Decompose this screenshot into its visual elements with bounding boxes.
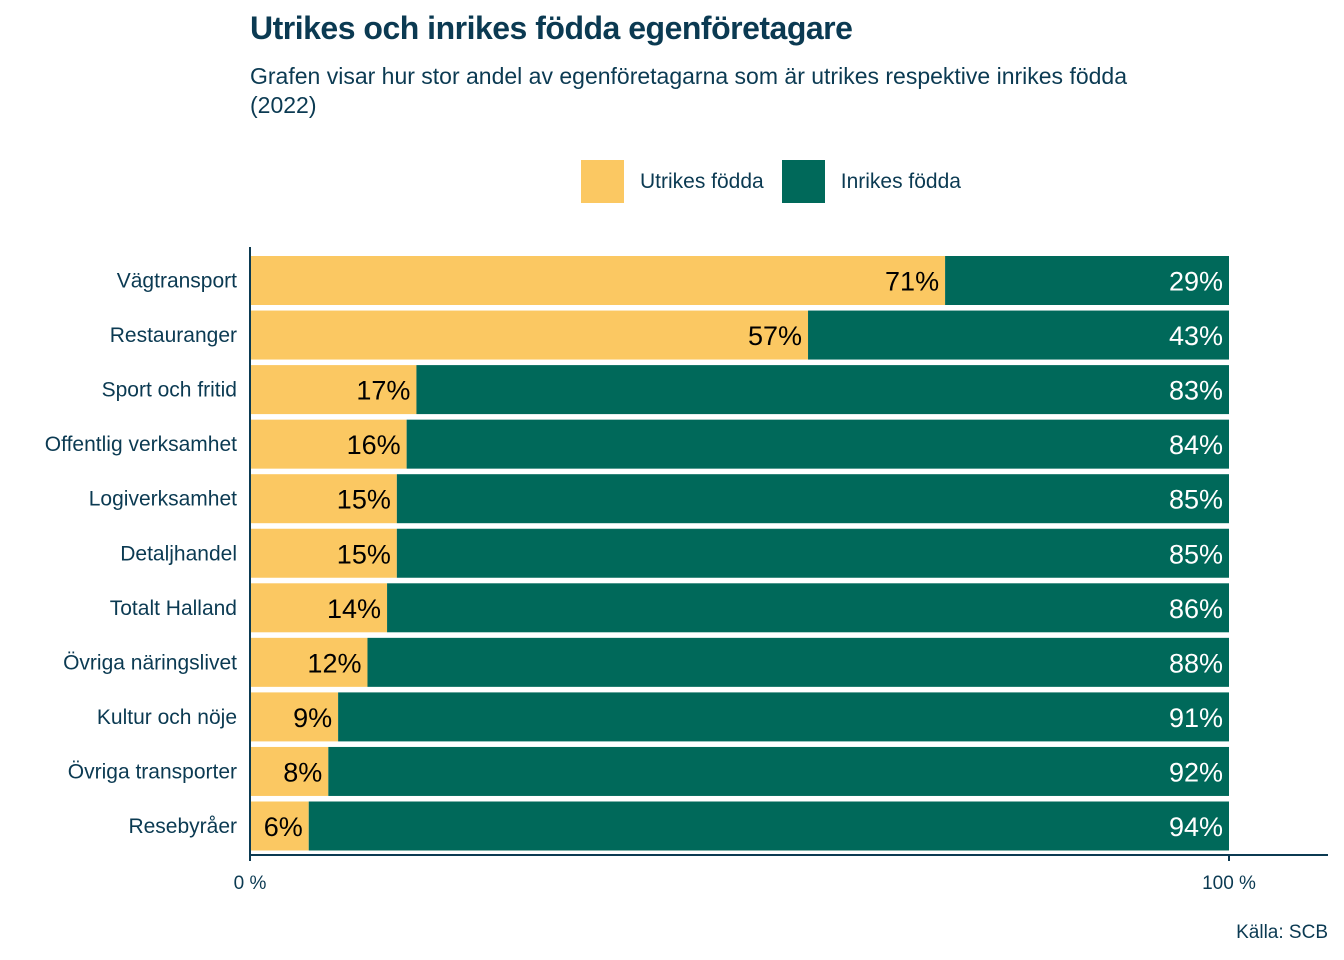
category-label: Övriga transporter bbox=[68, 760, 237, 783]
data-label-utrikes: 14% bbox=[327, 594, 381, 624]
bar-inrikes bbox=[367, 637, 1230, 687]
bar-utrikes bbox=[250, 419, 407, 469]
data-label-utrikes: 15% bbox=[337, 539, 391, 569]
category-label: Vägtransport bbox=[117, 270, 237, 293]
bar-utrikes bbox=[250, 365, 417, 415]
bar-utrikes bbox=[250, 801, 309, 851]
bar-utrikes bbox=[250, 583, 388, 633]
bar-utrikes bbox=[250, 746, 329, 796]
x-tick-label: 0 % bbox=[234, 873, 267, 894]
category-label: Totalt Halland bbox=[110, 597, 237, 620]
category-label: Restauranger bbox=[110, 324, 237, 347]
bar-utrikes bbox=[250, 310, 809, 360]
data-label-utrikes: 71% bbox=[885, 267, 939, 297]
data-label-utrikes: 8% bbox=[283, 757, 322, 787]
bar-utrikes bbox=[250, 637, 368, 687]
legend: Utrikes födda Inrikes födda bbox=[581, 160, 979, 203]
legend-swatch-utrikes bbox=[581, 160, 624, 203]
bar-utrikes bbox=[250, 256, 946, 305]
data-label-inrikes: 85% bbox=[1169, 539, 1223, 569]
source-note: Källa: SCB bbox=[1236, 922, 1328, 943]
data-label-utrikes: 12% bbox=[307, 648, 361, 678]
category-label: Logiverksamhet bbox=[89, 488, 237, 511]
bar-inrikes bbox=[338, 692, 1229, 742]
bar-inrikes bbox=[416, 365, 1229, 415]
x-tick-label: 100 % bbox=[1202, 873, 1256, 894]
data-label-inrikes: 29% bbox=[1169, 267, 1223, 297]
data-label-inrikes: 86% bbox=[1169, 594, 1223, 624]
legend-swatch-inrikes bbox=[781, 160, 825, 203]
category-label: Sport och fritid bbox=[102, 379, 237, 402]
data-label-utrikes: 15% bbox=[337, 485, 391, 515]
bar-inrikes bbox=[406, 419, 1229, 469]
legend-item-utrikes: Utrikes födda bbox=[581, 160, 764, 203]
category-label: Övriga näringslivet bbox=[63, 651, 237, 674]
bar-inrikes bbox=[308, 801, 1229, 851]
legend-item-inrikes: Inrikes födda bbox=[781, 160, 961, 203]
data-label-utrikes: 17% bbox=[356, 376, 410, 406]
bar-inrikes bbox=[396, 528, 1230, 578]
data-label-inrikes: 84% bbox=[1169, 430, 1223, 460]
data-label-utrikes: 9% bbox=[293, 703, 332, 733]
data-label-inrikes: 94% bbox=[1169, 812, 1223, 842]
data-label-utrikes: 16% bbox=[347, 430, 401, 460]
bar-utrikes bbox=[250, 474, 397, 524]
bar-inrikes bbox=[396, 474, 1230, 524]
legend-label-utrikes: Utrikes födda bbox=[640, 169, 764, 193]
category-label: Kultur och nöje bbox=[97, 706, 237, 729]
data-label-utrikes: 57% bbox=[748, 321, 802, 351]
data-label-inrikes: 92% bbox=[1169, 757, 1223, 787]
bar-utrikes bbox=[250, 692, 339, 742]
data-label-inrikes: 85% bbox=[1169, 485, 1223, 515]
category-label: Detaljhandel bbox=[120, 542, 237, 565]
bar-utrikes bbox=[250, 528, 397, 578]
data-label-inrikes: 88% bbox=[1169, 648, 1223, 678]
bar-inrikes bbox=[387, 583, 1229, 633]
data-label-inrikes: 91% bbox=[1169, 703, 1223, 733]
chart-subtitle: Grafen visar hur stor andel av egenföret… bbox=[250, 63, 1127, 118]
bar-inrikes bbox=[808, 310, 1229, 360]
bar-inrikes bbox=[328, 746, 1229, 796]
data-label-inrikes: 43% bbox=[1169, 321, 1223, 351]
category-label: Offentlig verksamhet bbox=[45, 433, 237, 456]
chart-title: Utrikes och inrikes födda egenföretagare bbox=[250, 10, 853, 46]
data-label-inrikes: 83% bbox=[1169, 376, 1223, 406]
legend-label-inrikes: Inrikes födda bbox=[840, 169, 961, 193]
data-label-utrikes: 6% bbox=[264, 812, 303, 842]
bar-inrikes bbox=[945, 256, 1229, 305]
category-label: Resebyråer bbox=[128, 815, 237, 838]
